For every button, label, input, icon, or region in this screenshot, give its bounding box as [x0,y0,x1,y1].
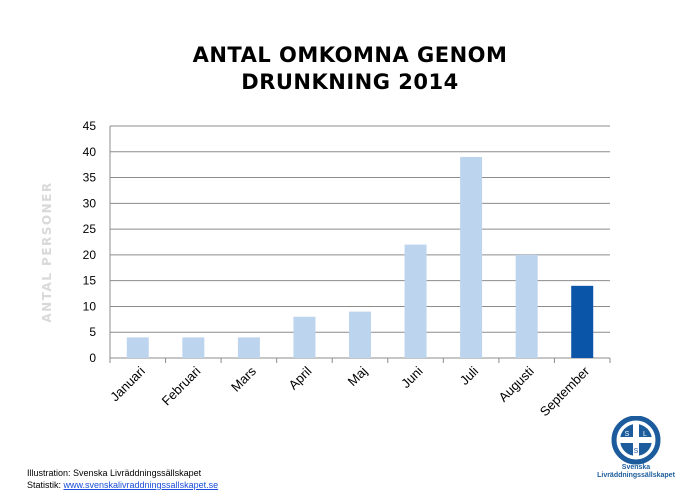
x-tick-label: Mars [228,363,259,394]
logo-name: Svenska Livräddningssällskapet [596,464,676,480]
bar-juli [460,156,483,358]
bar-chart: 0 5 10 15 20 25 30 35 40 45 Januari Februari Mars Apr… [83,119,611,419]
y-tick-label: 40 [83,145,97,159]
chart-title: ANTAL OMKOMNA GENOM DRUNKNING 2014 [0,42,700,96]
logo-letter-3: S [634,448,639,455]
credit-illustration: Illustration: Svenska Livräddningssällsk… [27,468,202,478]
x-tick-label: Maj [345,363,370,388]
logo-letter-1: S [625,431,630,438]
logo-letter-2: L [643,431,647,438]
bar-augusti [515,254,538,358]
credit-statistik: Statistik: www.svenskalivraddningssallsk… [27,479,218,491]
x-tick-label: Juni [398,363,426,391]
y-tick-label: 20 [83,248,97,262]
y-tick-label: 15 [83,274,97,288]
chart-title-line-2: DRUNKNING 2014 [241,70,459,94]
y-tick-label: 25 [83,222,97,236]
bar-juni [404,244,427,358]
bar-mars [237,337,260,358]
y-axis-label: ANTAL PERSONER [40,181,54,323]
y-tick-label: 5 [89,325,96,339]
x-tick-label: Februari [159,363,204,408]
y-tick-label: 30 [83,196,97,210]
y-tick-label: 35 [83,171,97,185]
chart-title-line-1: ANTAL OMKOMNA GENOM [192,43,508,67]
y-tick-label: 0 [89,351,96,365]
y-tick-label: 10 [83,299,97,313]
x-tick-label: Juli [457,363,481,387]
logo-name-line-1: Svenska [621,464,651,471]
logo-name-line-2: Livräddningssällskapet [597,472,675,479]
bar-april [293,316,316,358]
sls-logo: S L S [611,416,661,465]
credits: Illustration: Svenska Livräddningssällsk… [27,467,218,491]
credit-statistik-prefix: Statistik: [27,480,64,490]
bar-september [571,285,594,358]
x-tick-label: April [286,363,315,392]
x-tick-label: Januari [107,363,148,404]
y-tick-label: 45 [83,119,97,133]
lifebuoy-ring [611,416,661,465]
statistik-link[interactable]: www.svenskalivraddningssallskapet.se [63,480,219,490]
cross-horizontal [620,437,652,443]
bar-februari [182,337,205,358]
bar-maj [349,311,371,358]
x-tick-label: September [537,363,593,419]
x-tick-label: Augusti [496,363,537,404]
bar-januari [126,337,149,358]
